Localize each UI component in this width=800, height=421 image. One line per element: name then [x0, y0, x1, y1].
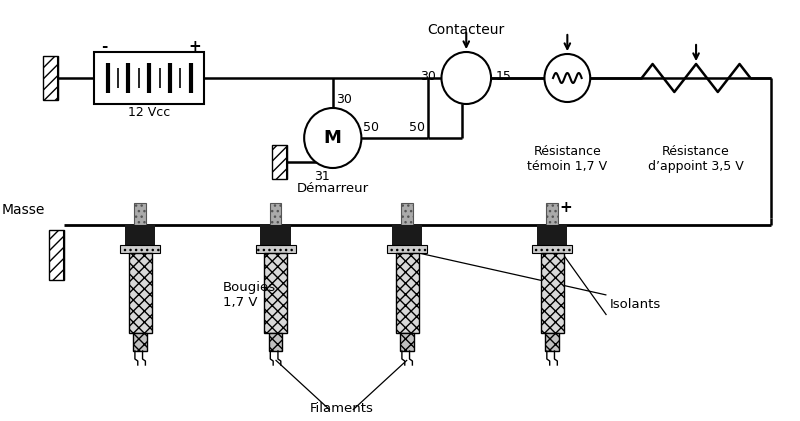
Circle shape [442, 52, 491, 104]
Text: +: + [560, 200, 573, 215]
Bar [134, 203, 146, 225]
Bar [392, 225, 422, 245]
Bar [541, 253, 563, 333]
Bar [120, 245, 160, 253]
Bar [43, 56, 58, 100]
Bar [402, 203, 413, 225]
Text: Démarreur: Démarreur [297, 182, 369, 195]
Bar [546, 203, 558, 225]
Text: +: + [188, 39, 201, 54]
Bar [387, 245, 427, 253]
Text: Isolants: Isolants [610, 298, 661, 312]
Text: 15: 15 [496, 69, 512, 83]
Text: 50: 50 [363, 121, 379, 134]
Text: -: - [101, 39, 107, 54]
Bar [125, 225, 155, 245]
Bar [401, 333, 414, 351]
Text: 30: 30 [336, 93, 351, 106]
Text: Filaments: Filaments [310, 402, 374, 415]
Bar [255, 245, 295, 253]
Bar [269, 333, 282, 351]
Text: Masse: Masse [2, 203, 45, 217]
Bar [272, 145, 287, 179]
Bar [94, 52, 204, 104]
Bar [129, 253, 151, 333]
Bar [396, 253, 418, 333]
Bar [49, 230, 64, 280]
Text: Résistance
témoin 1,7 V: Résistance témoin 1,7 V [527, 145, 607, 173]
Text: 30: 30 [420, 69, 436, 83]
Text: Résistance
d’appoint 3,5 V: Résistance d’appoint 3,5 V [648, 145, 744, 173]
Bar [260, 225, 291, 245]
Text: Bougies
1,7 V: Bougies 1,7 V [223, 281, 276, 309]
Bar [264, 253, 287, 333]
Bar [134, 333, 147, 351]
Text: Contacteur: Contacteur [428, 23, 505, 37]
Circle shape [304, 108, 362, 168]
Bar [532, 245, 572, 253]
Bar [537, 225, 567, 245]
Text: 50: 50 [410, 121, 426, 134]
Text: M: M [324, 129, 342, 147]
Bar [546, 333, 558, 351]
Bar [270, 203, 282, 225]
Text: 31: 31 [314, 170, 330, 183]
Text: 12 Vcc: 12 Vcc [128, 106, 170, 119]
Circle shape [545, 54, 590, 102]
